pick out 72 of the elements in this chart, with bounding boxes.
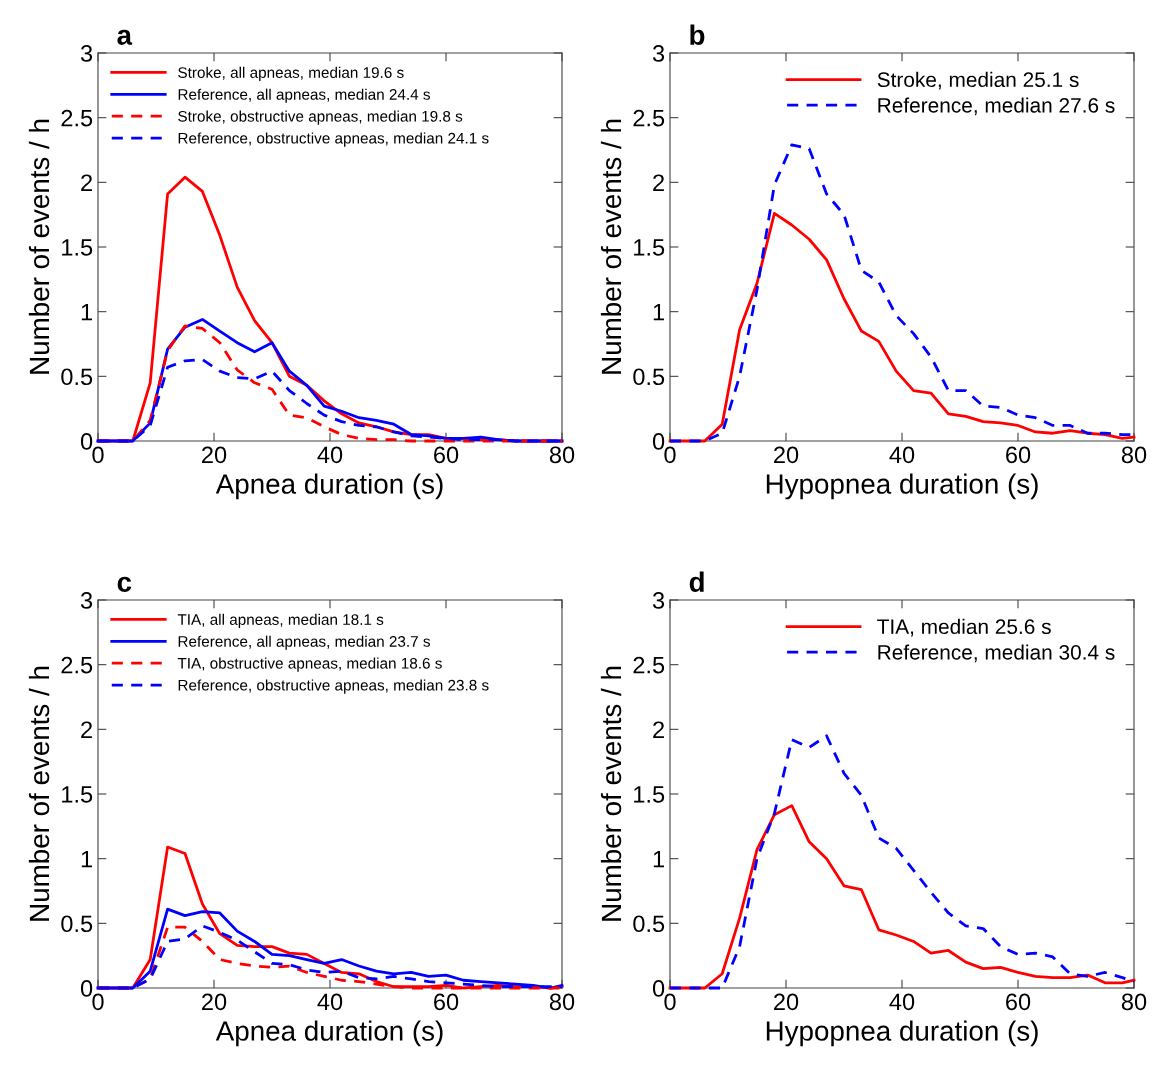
chart-title: b bbox=[690, 24, 705, 45]
legend-label: TIA, median 25.6 s bbox=[877, 618, 1051, 637]
legend-label: TIA, obstructive apneas, median 18.6 s bbox=[177, 657, 442, 672]
y-tick-label: 1.5 bbox=[634, 239, 665, 256]
chart-title: d bbox=[689, 571, 704, 592]
y-tick-label: 0.5 bbox=[633, 368, 665, 386]
x-tick-label: 0 bbox=[92, 446, 104, 464]
x-tick-label: 80 bbox=[1121, 993, 1147, 1011]
y-tick-label: 0.5 bbox=[61, 915, 93, 933]
y-tick-label: 2 bbox=[653, 721, 664, 738]
y-tick-label: 2 bbox=[81, 174, 92, 191]
y-tick-label: 1 bbox=[81, 850, 92, 868]
y-tick-label: 0 bbox=[652, 980, 665, 997]
x-tick-label: 40 bbox=[317, 993, 343, 1011]
y-tick-label: 1.5 bbox=[634, 786, 665, 803]
x-axis-title: Hypopnea duration (s) bbox=[766, 473, 1038, 500]
y-tick-label: 0 bbox=[80, 433, 93, 450]
x-tick-label: 0 bbox=[664, 446, 676, 464]
legend-label: Reference, all apneas, median 24.4 s bbox=[178, 88, 430, 103]
x-tick-label: 40 bbox=[889, 993, 915, 1011]
y-tick-label: 1 bbox=[653, 303, 664, 321]
y-tick-label: 2.5 bbox=[61, 109, 93, 127]
y-tick-label: 1.5 bbox=[62, 786, 93, 803]
x-tick-label: 80 bbox=[549, 446, 575, 464]
y-axis-title: Number of events / h bbox=[28, 666, 50, 921]
y-tick-label: 0 bbox=[652, 433, 665, 450]
x-tick-label: 80 bbox=[549, 993, 575, 1011]
y-tick-label: 2 bbox=[653, 174, 664, 191]
x-tick-label: 60 bbox=[434, 446, 459, 464]
x-tick-label: 0 bbox=[92, 993, 104, 1011]
legend-label: Reference, all apneas, median 23.7 s bbox=[178, 635, 430, 650]
x-tick-label: 20 bbox=[202, 446, 227, 464]
x-tick-label: 80 bbox=[1121, 446, 1147, 464]
y-tick-label: 1 bbox=[653, 850, 664, 868]
y-tick-label: 0.5 bbox=[61, 368, 93, 386]
x-tick-label: 60 bbox=[1006, 446, 1031, 464]
x-tick-label: 60 bbox=[1006, 993, 1031, 1011]
chart-title: a bbox=[117, 29, 133, 45]
x-axis-title: Apnea duration (s) bbox=[215, 473, 443, 500]
y-tick-label: 2.5 bbox=[633, 109, 665, 127]
y-axis-title: Number of events / h bbox=[600, 666, 622, 921]
y-axis-title: Number of events / h bbox=[28, 119, 50, 374]
x-tick-label: 20 bbox=[774, 446, 799, 464]
x-axis-title: Hypopnea duration (s) bbox=[766, 1020, 1038, 1047]
legend-label: Stroke, obstructive apneas, median 19.8 s bbox=[178, 110, 463, 125]
legend-label: Reference, median 30.4 s bbox=[878, 644, 1115, 663]
x-tick-label: 60 bbox=[434, 993, 459, 1011]
legend-label: Stroke, median 25.1 s bbox=[877, 71, 1079, 90]
legend-label: Stroke, all apneas, median 19.6 s bbox=[178, 66, 404, 81]
y-tick-label: 2 bbox=[81, 721, 92, 738]
y-tick-label: 3 bbox=[652, 592, 665, 609]
y-tick-label: 1.5 bbox=[62, 239, 93, 256]
y-tick-label: 3 bbox=[652, 45, 665, 62]
chart-title: c bbox=[117, 576, 132, 592]
y-tick-label: 3 bbox=[80, 45, 93, 62]
legend-label: TIA, all apneas, median 18.1 s bbox=[177, 613, 384, 628]
legend-label: Reference, obstructive apneas, median 24.1 s bbox=[178, 132, 489, 147]
y-tick-label: 3 bbox=[80, 592, 93, 609]
y-tick-label: 0.5 bbox=[633, 915, 665, 933]
y-tick-label: 2.5 bbox=[633, 656, 665, 674]
x-axis-title: Apnea duration (s) bbox=[215, 1020, 443, 1047]
x-tick-label: 20 bbox=[202, 993, 227, 1011]
x-tick-label: 0 bbox=[664, 993, 676, 1011]
y-tick-label: 0 bbox=[80, 980, 93, 997]
legend-label: Reference, obstructive apneas, median 23.8 s bbox=[178, 679, 489, 694]
x-tick-label: 40 bbox=[317, 446, 343, 464]
x-tick-label: 40 bbox=[889, 446, 915, 464]
legend-label: Reference, median 27.6 s bbox=[878, 97, 1115, 116]
y-tick-label: 1 bbox=[81, 303, 92, 321]
y-tick-label: 2.5 bbox=[61, 656, 93, 674]
y-axis-title: Number of events / h bbox=[600, 119, 622, 374]
x-tick-label: 20 bbox=[774, 993, 799, 1011]
